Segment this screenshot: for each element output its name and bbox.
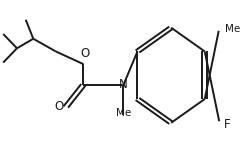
Text: O: O xyxy=(55,100,64,113)
Text: Me: Me xyxy=(225,24,240,34)
Text: F: F xyxy=(224,118,230,131)
Text: N: N xyxy=(119,78,128,91)
Text: Me: Me xyxy=(116,108,131,118)
Text: O: O xyxy=(80,47,89,60)
